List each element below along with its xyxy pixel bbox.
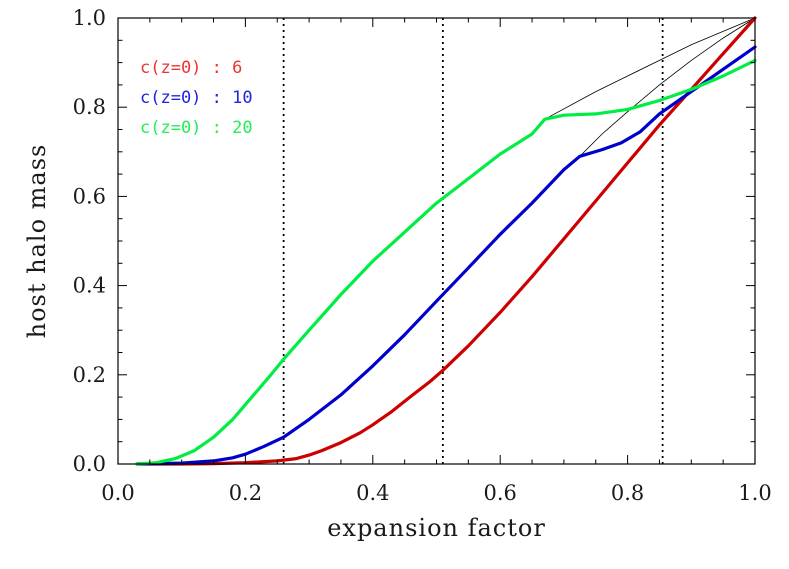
- reference-curves: [544, 17, 756, 157]
- y-tick-label: 0.2: [73, 363, 106, 387]
- reference-curve-2: [579, 17, 756, 157]
- series-line-3: [135, 58, 757, 466]
- vertical-dotted-lines: [282, 18, 664, 464]
- x-tick-label: 0.8: [611, 481, 644, 505]
- legend-entry-3: c(z=0) : 20: [140, 118, 253, 138]
- x-tick-label: 0.4: [356, 481, 389, 505]
- y-tick-label: 0.6: [73, 184, 106, 208]
- axis-ticks: 0.0 0.2 0.4 0.6 0.8 1.0 0.0 0.2 0.4 0.6 0.8 1.0: [73, 6, 772, 505]
- series-line-2: [135, 45, 757, 466]
- x-tick-label: 0.6: [483, 481, 516, 505]
- legend-entry-1: c(z=0) : 6: [140, 58, 242, 78]
- y-axis-label: host halo mass: [23, 144, 51, 339]
- reference-curve-1: [544, 17, 756, 120]
- x-axis-label: expansion factor: [327, 514, 546, 542]
- y-tick-label: 1.0: [73, 6, 106, 30]
- legend-entry-2: c(z=0) : 10: [140, 88, 253, 108]
- legend: c(z=0) : 6 c(z=0) : 10 c(z=0) : 20: [140, 58, 253, 138]
- x-tick-label: 1.0: [738, 481, 771, 505]
- x-tick-label: 0.2: [229, 481, 262, 505]
- y-tick-label: 0.0: [73, 452, 106, 476]
- x-tick-label: 0.0: [101, 481, 134, 505]
- y-tick-label: 0.4: [73, 274, 106, 298]
- y-tick-label: 0.8: [73, 95, 106, 119]
